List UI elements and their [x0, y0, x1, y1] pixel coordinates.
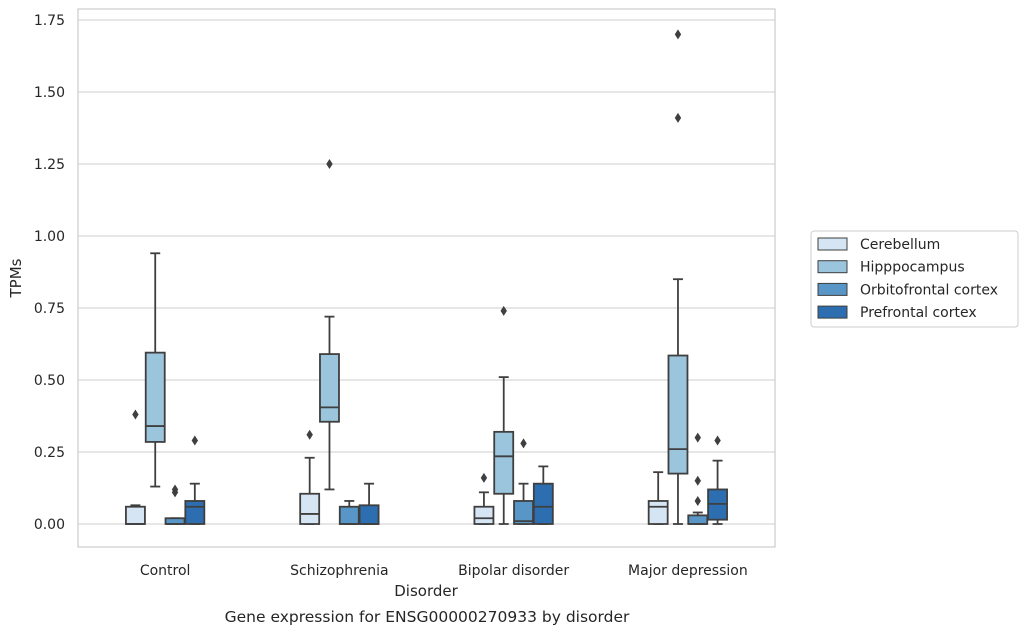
outlier-point — [694, 432, 701, 443]
box-iqr — [532, 482, 554, 525]
box-iqr — [493, 430, 515, 495]
outlier-point — [500, 305, 507, 316]
outlier-point — [694, 475, 701, 486]
y-tick-label: 1.25 — [34, 157, 65, 173]
box-hipppocampus — [493, 305, 515, 525]
box-orbitofrontal-cortex — [338, 500, 360, 525]
legend-label: Hipppocampus — [860, 260, 965, 276]
outlier-point — [191, 435, 199, 446]
x-axis-title: Disorder — [394, 582, 458, 600]
y-tick-labels: 0.00 0.25 0.50 0.75 1.00 1.25 1.50 1.75 — [34, 13, 65, 533]
y-tick-label: 0.00 — [34, 517, 65, 533]
y-tick-label: 1.00 — [34, 229, 65, 245]
outlier-point — [480, 472, 488, 483]
outlier-point — [171, 484, 179, 495]
legend-item: Orbitofrontal cortex — [817, 282, 998, 298]
outlier-point — [694, 495, 701, 506]
box-hipppocampus — [667, 29, 689, 525]
box-prefrontal-cortex — [707, 435, 728, 525]
box-cerebellum — [473, 472, 495, 525]
box-prefrontal-cortex — [532, 465, 554, 525]
legend-label: Prefrontal cortex — [860, 305, 977, 321]
x-tick-label: Schizophrenia — [290, 563, 388, 579]
y-axis-title: TPMs — [7, 258, 25, 298]
legend-item: Prefrontal cortex — [817, 305, 977, 321]
legend-swatch — [817, 282, 848, 296]
y-tick-label: 1.50 — [34, 85, 65, 101]
box-iqr — [319, 353, 340, 423]
box-iqr — [338, 505, 360, 525]
legend-label: Orbitofrontal cortex — [860, 282, 998, 298]
legend-item: Hipppocampus — [817, 260, 965, 276]
box-iqr — [184, 500, 206, 525]
legend-swatch — [817, 260, 848, 274]
box-orbitofrontal-cortex — [164, 484, 186, 525]
box-iqr — [358, 504, 380, 525]
grid-lines — [78, 19, 775, 525]
outlier-point — [306, 429, 313, 440]
outlier-point — [674, 112, 682, 123]
box-prefrontal-cortex — [184, 435, 206, 525]
box-iqr — [647, 500, 669, 525]
outlier-point — [714, 435, 721, 446]
box-iqr — [667, 354, 689, 475]
y-tick-label: 0.75 — [34, 301, 65, 317]
plot-frame — [77, 8, 776, 548]
box-orbitofrontal-cortex — [513, 438, 534, 525]
outlier-point — [674, 29, 682, 40]
box-iqr — [125, 505, 146, 525]
y-tick-label: 0.25 — [34, 445, 65, 461]
box-iqr — [687, 514, 709, 525]
box-groups — [125, 29, 728, 525]
chart-caption: Gene expression for ENSG00000270933 by d… — [225, 608, 630, 626]
legend-label: Cerebellum — [860, 237, 940, 253]
x-tick-label: Major depression — [628, 563, 748, 579]
legend-frame — [810, 230, 1019, 328]
y-tick-label: 1.75 — [34, 13, 65, 29]
legend: Cerebellum Hipppocampus Orbitofrontal cort… — [810, 230, 1019, 328]
outlier-point — [132, 409, 139, 420]
legend-swatch — [817, 237, 848, 251]
box-iqr — [144, 351, 166, 443]
box-cerebellum — [125, 409, 146, 525]
y-tick-label: 0.50 — [34, 373, 65, 389]
x-tick-label: Control — [140, 563, 191, 579]
legend-swatch — [817, 305, 848, 319]
box-orbitofrontal-cortex — [687, 432, 709, 525]
box-hipppocampus — [144, 252, 166, 488]
box-iqr — [299, 492, 321, 525]
box-prefrontal-cortex — [358, 482, 380, 525]
outlier-point — [520, 438, 527, 449]
outlier-point — [326, 159, 333, 169]
x-tick-labels: Control Schizophrenia Bipolar disorder Majo… — [140, 563, 748, 579]
box-cerebellum — [299, 429, 321, 525]
box-cerebellum — [647, 471, 669, 525]
x-tick-label: Bipolar disorder — [458, 563, 569, 579]
box-hipppocampus — [319, 159, 340, 491]
legend-items: Cerebellum Hipppocampus Orbitofrontal cort… — [817, 237, 998, 321]
legend-item: Cerebellum — [817, 237, 940, 253]
box-iqr — [473, 505, 495, 525]
